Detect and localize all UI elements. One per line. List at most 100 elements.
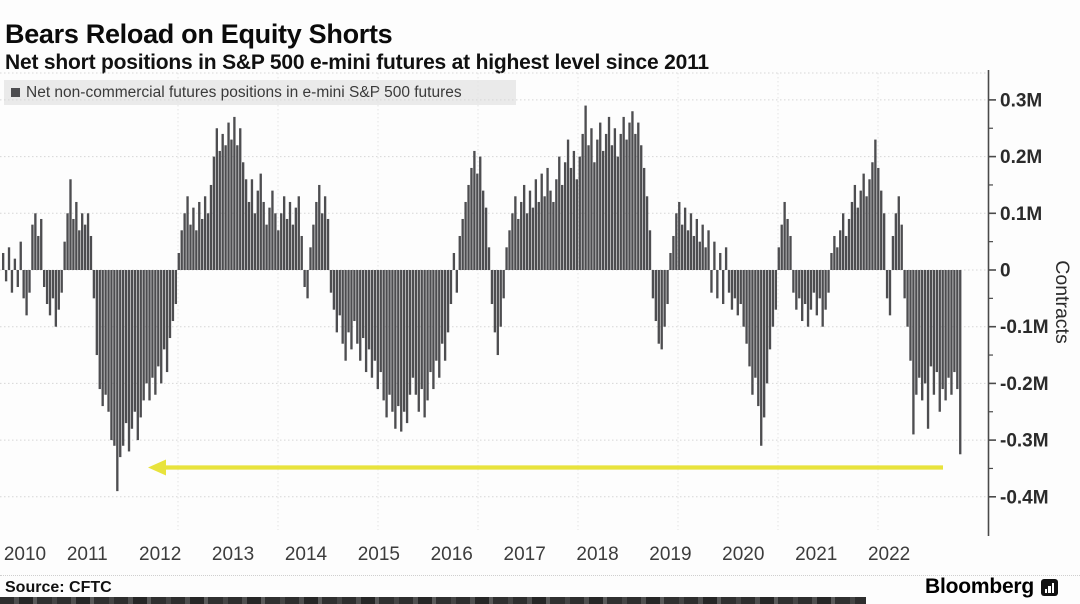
bar [458, 235, 461, 270]
bar [660, 270, 663, 350]
bar [771, 270, 775, 327]
bar [51, 270, 55, 299]
bar [499, 270, 502, 327]
bar [42, 270, 46, 288]
bar [16, 270, 19, 288]
bar [637, 122, 640, 270]
bar [312, 224, 315, 270]
bar [186, 196, 189, 270]
bar [75, 201, 78, 270]
bar [590, 128, 593, 270]
bar [119, 270, 122, 458]
bar [130, 270, 134, 429]
bar [294, 207, 298, 270]
bar [844, 235, 848, 270]
bar [801, 270, 804, 322]
bar [894, 213, 898, 270]
bar [171, 270, 175, 322]
bar [739, 270, 742, 305]
bar [809, 270, 813, 310]
x-tick-label: 2019 [649, 544, 691, 565]
bar [572, 150, 576, 270]
bar [839, 230, 842, 270]
bar [274, 213, 277, 270]
bar [4, 270, 8, 282]
bar [581, 133, 584, 270]
bar [10, 270, 14, 293]
bar [25, 270, 28, 316]
bottom-hairline [0, 575, 1080, 576]
bar [101, 270, 104, 407]
y-tick-label: 0 [1000, 261, 1011, 282]
bar [888, 270, 892, 316]
bar [707, 230, 710, 270]
bar [602, 150, 605, 270]
bar [786, 218, 789, 270]
cropped-content-strip [0, 597, 866, 604]
bar [397, 270, 400, 407]
x-tick-label: 2017 [504, 544, 546, 565]
bar [461, 218, 464, 270]
bloomberg-logo-icon [1041, 578, 1059, 596]
bar [66, 213, 69, 270]
bar [250, 179, 254, 270]
bar [449, 270, 453, 305]
bar [751, 270, 754, 395]
legend-swatch-icon [11, 88, 20, 97]
bar [877, 167, 880, 270]
bar [236, 145, 239, 270]
x-tick-label: 2022 [868, 544, 910, 565]
bar [183, 213, 186, 270]
bar [827, 270, 830, 293]
bar [953, 270, 956, 373]
bar [534, 179, 538, 270]
bar [950, 270, 953, 395]
bar [189, 224, 192, 270]
bar [836, 247, 839, 270]
legend-label: Net non-commercial futures positions in … [26, 83, 462, 101]
bar [645, 196, 649, 270]
bar [681, 224, 684, 270]
bar [686, 230, 690, 270]
bar [95, 270, 98, 356]
bar [168, 270, 172, 339]
bar [540, 173, 543, 270]
bar [268, 207, 271, 270]
bar [824, 270, 827, 310]
bar [385, 270, 388, 418]
bar [631, 111, 634, 271]
bar [607, 116, 611, 270]
y-axis-title: Contracts [1051, 260, 1073, 344]
bar [487, 247, 491, 270]
bar [443, 270, 447, 361]
bar [78, 230, 81, 270]
bar [323, 196, 327, 270]
bar [215, 128, 218, 270]
source-credit: Source: CFTC [5, 579, 112, 596]
bar [935, 270, 938, 373]
bar [110, 270, 113, 441]
x-tick-label: 2016 [431, 544, 473, 565]
bar [622, 116, 625, 270]
bar [941, 270, 944, 390]
bar [306, 270, 309, 299]
bar [701, 224, 704, 270]
bar [262, 201, 265, 270]
bar [309, 247, 312, 270]
bar [69, 179, 72, 270]
bar [555, 179, 558, 270]
bar [830, 252, 833, 270]
chart-subtitle: Net short positions in S&P 500 e-mini fu… [5, 51, 709, 75]
bar [230, 139, 233, 270]
bar [426, 270, 429, 401]
bar [206, 213, 210, 270]
bar [628, 122, 631, 270]
bar [616, 156, 619, 270]
bar [300, 235, 303, 270]
bar [768, 270, 772, 350]
bar [2, 252, 5, 270]
bar [332, 270, 336, 310]
bar [72, 218, 75, 270]
